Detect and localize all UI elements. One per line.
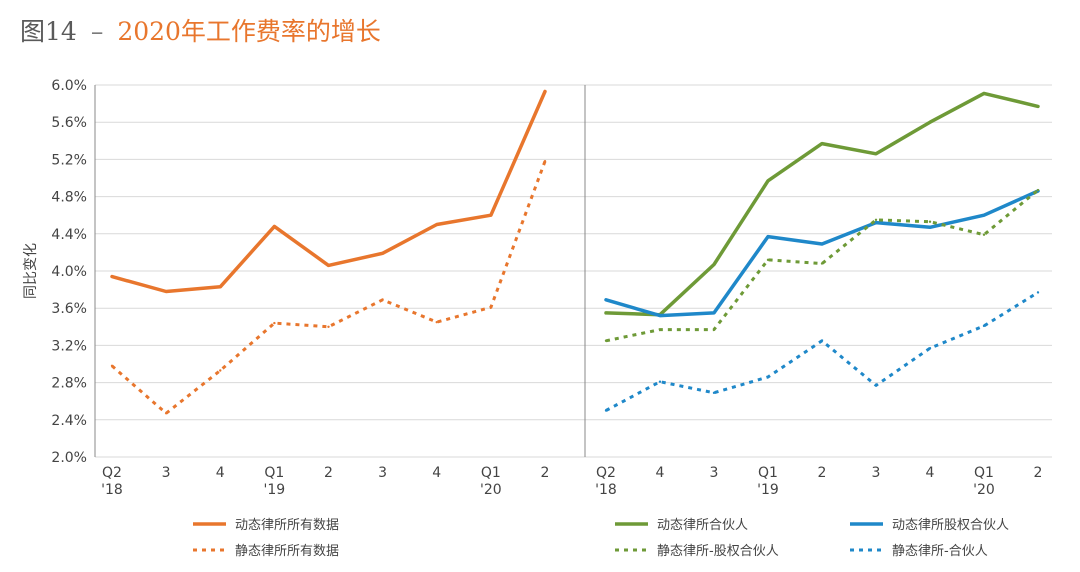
data-point [982,92,986,95]
data-point [604,339,608,342]
data-point [219,369,222,372]
data-point [658,328,662,331]
y-tick-label: 2.0% [51,450,87,466]
series-line [604,91,1040,317]
data-point [982,324,986,328]
data-point [928,346,932,350]
series-line [111,160,547,415]
x-tick-label: 4 [656,465,665,481]
series-line [604,189,1040,318]
x-tick-label: 2 [324,465,333,481]
data-point [435,223,438,226]
data-point [874,221,878,224]
data-point [604,409,608,412]
y-tick-label: 3.6% [51,301,87,317]
data-point [327,264,330,267]
data-point [712,263,716,266]
data-point [489,306,493,309]
data-point [164,290,168,293]
title-text: 2020年工作费率的增长 [117,17,381,46]
legend-label: 动态律所股权合伙人 [892,517,1009,533]
x-tick-label: Q1'19 [757,465,779,498]
data-point [110,275,114,278]
x-tick-label: 2 [541,465,550,481]
y-tick-label: 5.2% [51,152,87,168]
x-tick-label: 2 [818,465,827,481]
x-tick-label: 3 [710,465,719,481]
data-point [982,233,986,236]
legend-label: 静态律所所有数据 [235,544,339,559]
data-point [658,314,662,317]
y-tick-label: 3.2% [51,338,87,354]
series-line [605,188,1039,343]
data-point [928,220,932,223]
data-point [489,214,493,217]
data-point [164,412,168,415]
data-point [766,375,770,379]
x-tick-label: Q1'19 [264,465,286,498]
data-point [982,214,986,217]
data-point [1036,105,1040,108]
data-point [327,325,330,328]
data-point [273,225,276,228]
x-tick-label: Q1'20 [480,465,502,498]
x-tick-label: Q2'18 [101,465,123,498]
data-point [543,160,547,163]
title-separator: – [90,17,104,46]
x-tick-label: 2 [1034,465,1043,481]
y-tick-label: 4.8% [51,190,87,206]
data-point [110,364,114,368]
data-point [874,384,878,387]
y-tick-label: 2.4% [51,413,87,429]
chart-title: 图14–2020年工作费率的增长 [20,14,381,50]
data-point [1036,188,1040,192]
x-tick-label: 3 [162,465,171,481]
data-point [712,328,716,331]
legend-label: 静态律所-股权合伙人 [657,543,779,559]
y-tick-label: 2.8% [51,376,87,392]
legend-label: 动态律所合伙人 [657,518,748,533]
data-point [381,252,384,255]
x-tick-label: Q2'18 [595,465,617,498]
y-tick-label: 6.0% [51,78,87,94]
data-point [543,90,547,93]
data-point [273,321,276,325]
data-point [381,298,384,302]
data-point [1036,291,1040,294]
data-point [820,242,824,246]
data-point [874,152,878,156]
data-point [658,380,662,383]
series-line [605,291,1039,412]
y-tick-label: 5.6% [51,115,87,131]
data-point [604,311,608,315]
data-point [820,142,824,145]
y-tick-label: 4.4% [51,227,87,243]
x-tick-label: 4 [216,465,225,481]
figure-number: 图14 [20,17,77,46]
data-point [219,285,222,289]
data-point [712,311,716,315]
legend-label: 静态律所-合伙人 [892,544,988,559]
data-point [928,226,932,229]
data-point [820,262,824,265]
x-tick-label: 4 [926,465,935,481]
data-point [712,391,716,395]
x-tick-label: 3 [872,465,881,481]
x-tick-label: 3 [378,465,387,481]
x-tick-label: 4 [432,465,441,481]
series-line [110,89,547,294]
legend-label: 动态律所所有数据 [235,518,339,533]
data-point [766,258,770,262]
data-point [766,235,770,238]
data-point [604,298,608,302]
data-point [820,339,824,342]
data-point [874,218,878,222]
data-point [766,179,770,182]
data-point [928,121,932,124]
y-axis-title: 同比变化 [23,243,39,299]
y-tick-label: 4.0% [51,264,87,280]
x-tick-label: Q1'20 [973,465,995,498]
data-point [435,320,438,324]
